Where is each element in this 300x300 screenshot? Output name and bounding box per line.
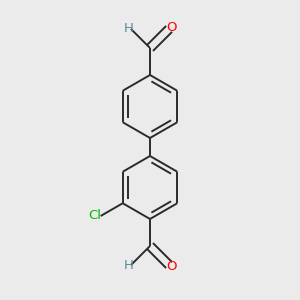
Text: Cl: Cl [89,209,102,222]
Text: H: H [124,22,134,34]
Text: O: O [166,260,176,273]
Text: O: O [166,21,176,34]
Text: H: H [124,260,134,272]
